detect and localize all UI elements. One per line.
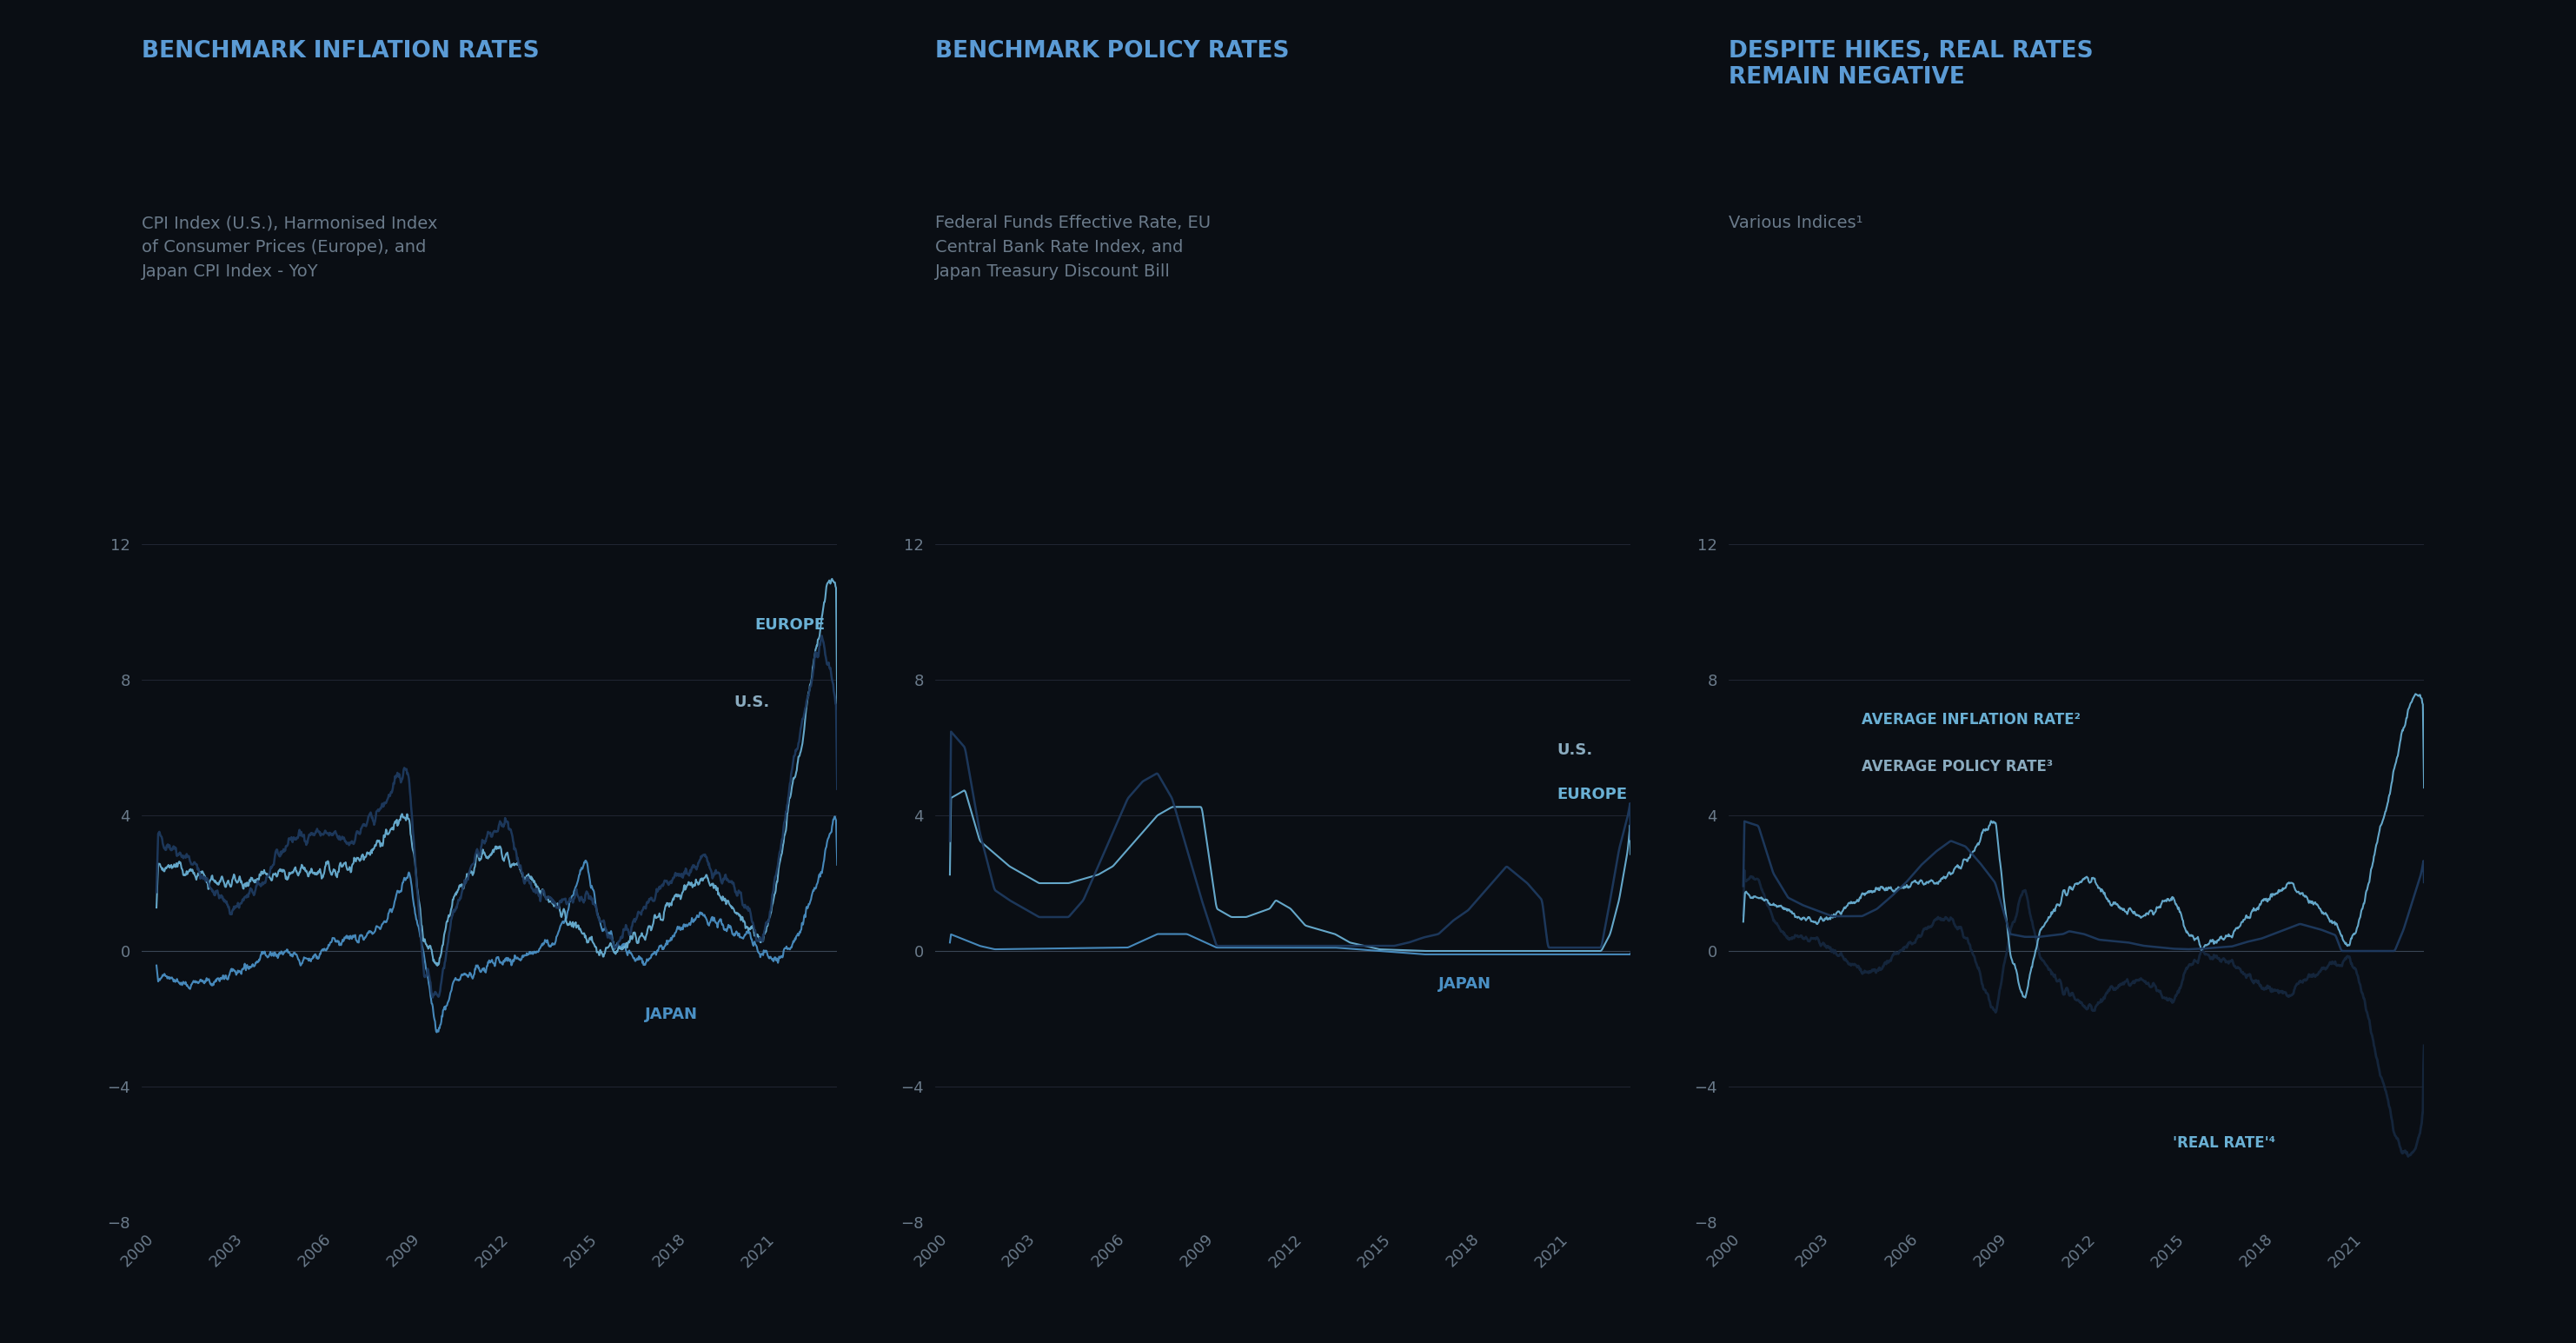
Text: Federal Funds Effective Rate, EU
Central Bank Rate Index, and
Japan Treasury Dis: Federal Funds Effective Rate, EU Central… (935, 215, 1211, 281)
Text: AVERAGE POLICY RATE³: AVERAGE POLICY RATE³ (1862, 759, 2053, 775)
Text: JAPAN: JAPAN (644, 1007, 698, 1022)
Text: DESPITE HIKES, REAL RATES
REMAIN NEGATIVE: DESPITE HIKES, REAL RATES REMAIN NEGATIV… (1728, 40, 2094, 89)
Text: EUROPE: EUROPE (1556, 786, 1628, 802)
Text: AVERAGE INFLATION RATE²: AVERAGE INFLATION RATE² (1862, 712, 2081, 728)
Text: U.S.: U.S. (1556, 743, 1592, 757)
Text: Various Indices¹: Various Indices¹ (1728, 215, 1862, 231)
Text: BENCHMARK POLICY RATES: BENCHMARK POLICY RATES (935, 40, 1288, 63)
Text: BENCHMARK INFLATION RATES: BENCHMARK INFLATION RATES (142, 40, 538, 63)
Text: EUROPE: EUROPE (755, 616, 824, 633)
Text: U.S.: U.S. (734, 694, 770, 710)
Text: CPI Index (U.S.), Harmonised Index
of Consumer Prices (Europe), and
Japan CPI In: CPI Index (U.S.), Harmonised Index of Co… (142, 215, 438, 281)
Text: JAPAN: JAPAN (1437, 976, 1492, 991)
Text: 'REAL RATE'⁴: 'REAL RATE'⁴ (2172, 1135, 2275, 1151)
